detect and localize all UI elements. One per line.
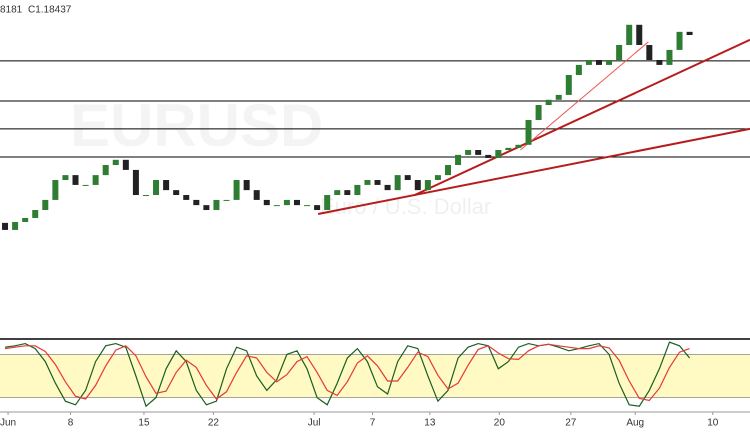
candle [606,60,613,65]
candle [293,199,300,206]
candle [455,154,462,166]
stoch-line [4,343,690,402]
x-tick-label: 20 [494,418,506,429]
candle [243,180,250,191]
candle [525,120,532,145]
candle [12,221,19,230]
candle [475,150,482,155]
candle [555,94,562,100]
candle [575,64,582,76]
x-tick-label: Aug [626,418,644,429]
candle [334,190,341,196]
watermark-symbol: EURUSD [70,92,323,159]
candle [92,175,99,185]
candle [565,75,572,95]
candle [142,195,149,197]
band [0,354,750,398]
candle [465,150,472,155]
x-tick-label: Jun [0,418,16,429]
candle [314,205,321,211]
candle [515,144,522,148]
watermark-description: Euro / U.S. Dollar [320,194,491,219]
candle [636,24,643,46]
candle [42,199,49,211]
candle [354,184,361,196]
trend-line [414,38,750,196]
candle [173,190,180,196]
candle [233,180,240,200]
candle [394,175,401,191]
candle [32,210,39,218]
candle [444,165,451,176]
header-partial: 8181 [0,5,23,16]
candle [324,195,331,211]
x-tick-label: 22 [208,418,220,429]
candle [203,205,210,211]
x-tick-label: 10 [707,418,719,429]
candle [485,154,492,158]
candle [2,222,9,230]
candle [263,199,270,206]
candle [545,99,552,106]
candle [364,180,371,185]
candle [82,184,89,186]
x-tick-label: Jul [308,418,321,429]
candle [52,180,59,200]
candle [72,175,79,185]
candle [122,159,129,170]
candle [626,24,633,46]
candle [434,175,441,181]
candle [616,45,623,61]
x-tick-label: 15 [138,418,150,429]
candle [223,199,230,201]
candle [424,180,431,191]
candle [183,195,190,200]
candle [495,150,502,158]
candle [62,175,69,181]
candle [344,190,351,196]
candle [253,190,260,200]
candle [304,205,311,207]
trend-line [520,41,649,151]
candle [283,199,290,206]
x-tick-label: 8 [68,418,74,429]
x-tick-label: 7 [370,418,376,429]
candle [384,184,391,191]
candle [414,180,421,191]
candle [535,105,542,121]
candle [273,205,280,207]
candle [585,60,592,65]
trend-line [317,127,750,215]
x-tick-label: 13 [424,418,436,429]
candle [132,169,139,196]
candle [213,199,220,211]
candle [193,199,200,206]
candle [153,180,160,196]
candle [404,175,411,181]
candle [163,180,170,191]
candle [112,159,119,166]
candle [102,165,109,176]
candle [676,31,683,50]
candle [505,147,512,151]
candle [22,217,29,222]
stoch-line [4,341,691,408]
candle [686,31,693,35]
candle [666,49,673,65]
candle [374,180,381,185]
candle [656,60,663,65]
candle [595,60,602,65]
header-close: C1.18437 [28,5,72,16]
candle [646,45,653,61]
x-tick-label: 27 [565,418,577,429]
